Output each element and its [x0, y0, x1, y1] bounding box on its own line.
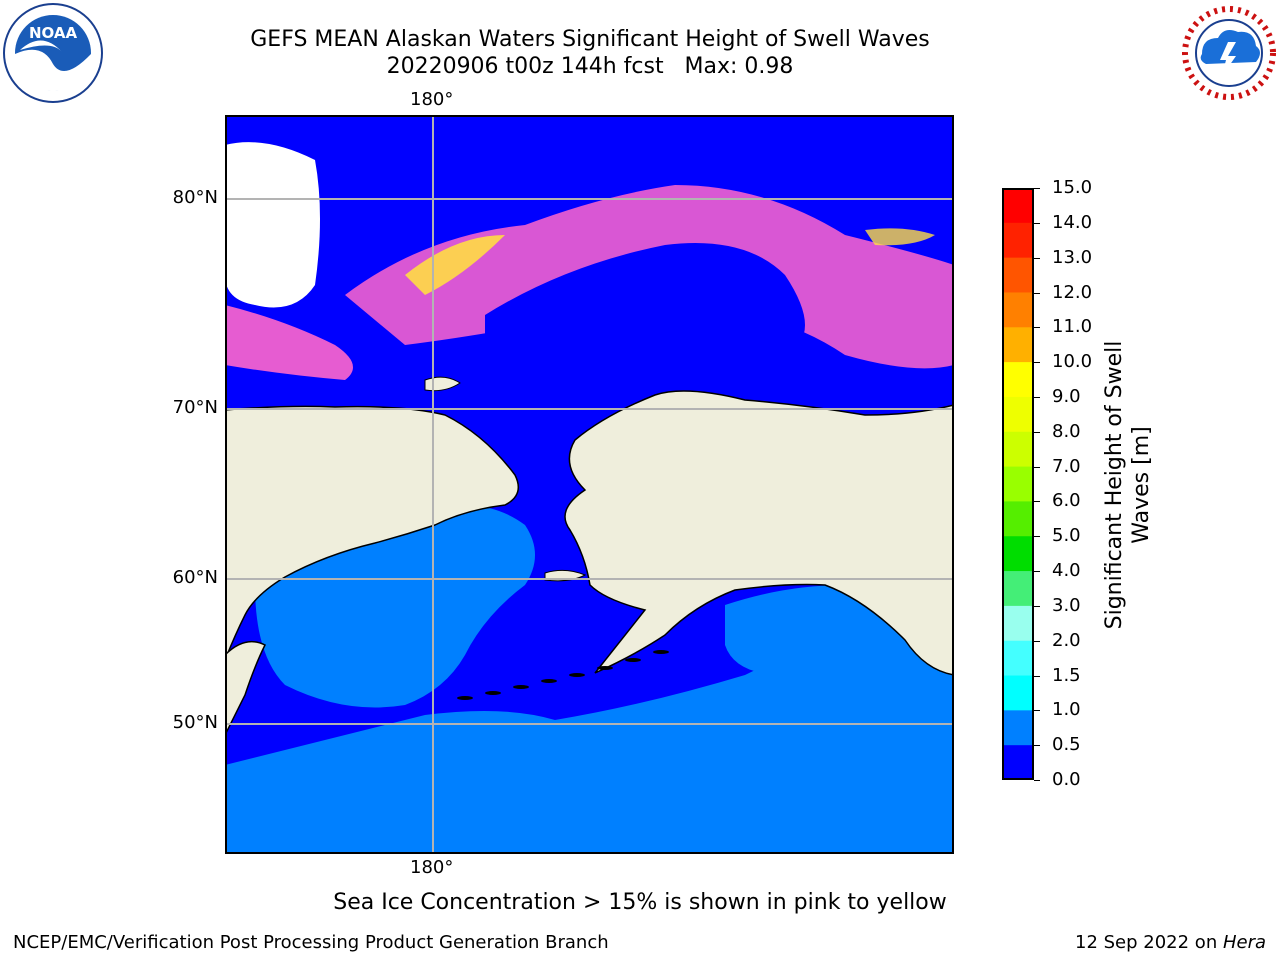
colorbar [1002, 188, 1034, 780]
colorbar-segment [1002, 222, 1034, 259]
colorbar-tick-label: 11.0 [1052, 316, 1093, 338]
colorbar-tick-mark [1034, 466, 1040, 468]
colorbar-tick-label: 6.0 [1052, 490, 1081, 512]
colorbar-tick-label: 8.0 [1052, 420, 1081, 442]
colorbar-segment [1002, 501, 1034, 537]
landmass-siberia [225, 405, 520, 661]
colorbar-tick-label: 9.0 [1052, 385, 1081, 407]
colorbar-tick-label: 10.0 [1052, 351, 1093, 373]
colorbar-tick-label: 1.0 [1052, 699, 1081, 721]
ocean-arctic-basin [485, 243, 805, 355]
colorbar-tick-label: 1.5 [1052, 664, 1081, 686]
colorbar-segment [1002, 466, 1034, 503]
colorbar-tick-mark [1034, 362, 1040, 364]
colorbar-segment [1002, 362, 1034, 398]
colorbar-tick-mark [1034, 710, 1040, 712]
colorbar-tick-mark [1034, 536, 1040, 538]
colorbar-segment [1002, 327, 1034, 363]
noaa-logo-text: NOAA [29, 24, 78, 42]
nws-logo [1180, 4, 1278, 102]
colorbar-segment [1002, 605, 1034, 642]
aleutian-islands [457, 650, 669, 700]
colorbar-segment [1002, 675, 1034, 711]
colorbar-tick-label: 14.0 [1052, 211, 1093, 233]
colorbar-segment [1002, 396, 1034, 433]
lat-label-60n: 60°N [172, 567, 218, 588]
colorbar-segment [1002, 257, 1034, 294]
colorbar-tick-label: 2.0 [1052, 629, 1081, 651]
footer-host: Hera [1222, 932, 1266, 953]
colorbar-tick-mark [1034, 396, 1040, 398]
colorbar-tick-label: 0.5 [1052, 734, 1081, 756]
colorbar-tick-label: 13.0 [1052, 246, 1093, 268]
colorbar-tick-mark [1034, 640, 1040, 642]
colorbar-tick-mark [1034, 745, 1040, 747]
colorbar-segment [1002, 431, 1034, 468]
colorbar-tick-label: 4.0 [1052, 560, 1081, 582]
footer-credit: NCEP/EMC/Verification Post Processing Pr… [13, 932, 609, 953]
colorbar-tick-mark [1034, 188, 1040, 189]
colorbar-tick-mark [1034, 327, 1040, 329]
lon-label-bottom: 180° [410, 857, 454, 878]
colorbar-frame [1002, 188, 1034, 780]
lat-label-50n: 50°N [172, 712, 218, 733]
sea-ice-white [225, 142, 320, 308]
colorbar-tick-mark [1034, 571, 1040, 573]
ocean-moderate-swell-bering [255, 505, 535, 708]
colorbar-segment [1002, 536, 1034, 572]
colorbar-segment [1002, 710, 1034, 746]
map-panel [225, 115, 954, 854]
colorbar-tick-mark [1034, 675, 1040, 677]
colorbar-tick-label: 12.0 [1052, 281, 1093, 303]
colorbar-tick-mark [1034, 605, 1040, 607]
colorbar-segment [1002, 571, 1034, 607]
landmass-alaska [564, 390, 954, 676]
colorbar-tick-label: 3.0 [1052, 594, 1081, 616]
map-frame [225, 115, 954, 854]
sea-ice-note: Sea Ice Concentration > 15% is shown in … [333, 890, 947, 915]
colorbar-segment [1002, 640, 1034, 677]
landmass-kamchatka [225, 640, 267, 736]
colorbar-label: Significant Height of Swell Waves [m] [1102, 340, 1154, 630]
colorbar-tick-label: 15.0 [1052, 177, 1093, 198]
sea-ice-yellow-core [405, 235, 505, 295]
graticule [225, 115, 954, 854]
colorbar-tick-mark [1034, 780, 1040, 781]
colorbar-tick-mark [1034, 292, 1040, 294]
chart-subtitle: 20220906 t00z 144h fcst Max: 0.98 [386, 54, 794, 79]
chart-title: GEFS MEAN Alaskan Waters Significant Hei… [250, 27, 930, 52]
lon-label-top: 180° [410, 89, 454, 110]
colorbar-tick-mark [1034, 222, 1040, 224]
footer-date: 12 Sep 2022 on Hera [1075, 932, 1266, 953]
lat-label-80n: 80°N [172, 187, 218, 208]
colorbar-tick-label: 7.0 [1052, 455, 1081, 477]
sea-ice-edge-west [225, 305, 353, 380]
colorbar-segment [1002, 745, 1034, 780]
colorbar-tick-mark [1034, 431, 1040, 433]
sea-ice-yellow-ne [865, 228, 935, 246]
lat-label-70n: 70°N [172, 397, 218, 418]
noaa-logo: NOAA [3, 3, 103, 103]
colorbar-segment [1002, 292, 1034, 328]
colorbar-tick-label: 0.0 [1052, 769, 1081, 790]
colorbar-tick-mark [1034, 501, 1040, 503]
footer-date-text: 12 Sep 2022 on [1075, 932, 1223, 953]
colorbar-tick-mark [1034, 257, 1040, 259]
colorbar-tick-label: 5.0 [1052, 525, 1081, 547]
colorbar-segment [1002, 188, 1034, 224]
